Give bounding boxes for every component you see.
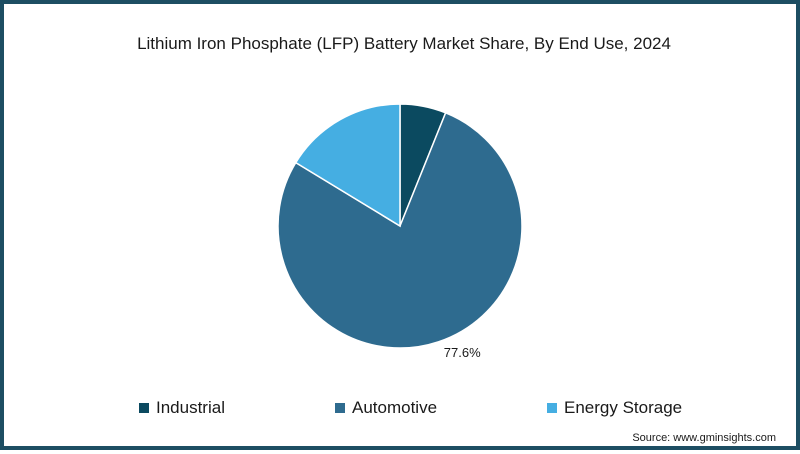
legend-item-automotive: Automotive [335, 398, 437, 418]
chart-title: Lithium Iron Phosphate (LFP) Battery Mar… [137, 34, 671, 53]
legend-swatch-industrial [139, 403, 149, 413]
legend-swatch-automotive [335, 403, 345, 413]
pie-slice-energy-storage [294, 103, 401, 228]
data-label-automotive: 77.6% [444, 345, 481, 360]
legend: Industrial Automotive Energy Storage [4, 398, 800, 420]
legend-item-energy-storage: Energy Storage [547, 398, 682, 418]
pie-slice-automotive [277, 111, 523, 349]
legend-label-industrial: Industrial [156, 398, 225, 417]
legend-label-automotive: Automotive [352, 398, 438, 417]
legend-item-industrial: Industrial [139, 398, 225, 418]
pie-chart: 77.6% [277, 103, 523, 360]
source-note: Source: www.gminsights.com [632, 432, 776, 444]
legend-label-energy-storage: Energy Storage [564, 398, 683, 417]
legend-swatch-energy-storage [547, 403, 557, 413]
